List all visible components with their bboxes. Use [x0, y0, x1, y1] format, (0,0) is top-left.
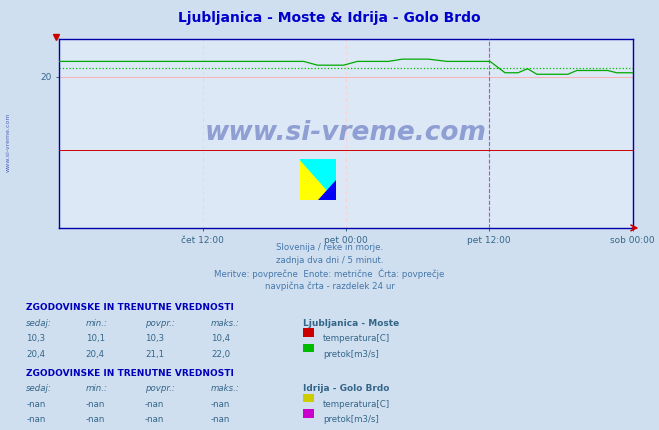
Text: -nan: -nan: [145, 400, 164, 409]
Text: temperatura[C]: temperatura[C]: [323, 400, 390, 409]
Text: min.:: min.:: [86, 319, 107, 328]
Text: 10,3: 10,3: [145, 334, 164, 343]
Text: ZGODOVINSKE IN TRENUTNE VREDNOSTI: ZGODOVINSKE IN TRENUTNE VREDNOSTI: [26, 303, 234, 312]
Text: maks.:: maks.:: [211, 319, 240, 328]
Text: zadnja dva dni / 5 minut.: zadnja dva dni / 5 minut.: [275, 256, 384, 265]
Polygon shape: [300, 159, 336, 200]
Polygon shape: [318, 180, 336, 200]
Text: -nan: -nan: [26, 400, 45, 409]
Text: temperatura[C]: temperatura[C]: [323, 334, 390, 343]
Text: -nan: -nan: [86, 415, 105, 424]
Text: 10,3: 10,3: [26, 334, 45, 343]
Text: 10,1: 10,1: [86, 334, 105, 343]
Text: 21,1: 21,1: [145, 350, 164, 359]
Text: 20,4: 20,4: [26, 350, 45, 359]
Text: Ljubljanica - Moste & Idrija - Golo Brdo: Ljubljanica - Moste & Idrija - Golo Brdo: [178, 11, 481, 25]
Text: 10,4: 10,4: [211, 334, 230, 343]
Text: ZGODOVINSKE IN TRENUTNE VREDNOSTI: ZGODOVINSKE IN TRENUTNE VREDNOSTI: [26, 369, 234, 378]
Text: povpr.:: povpr.:: [145, 384, 175, 393]
Text: www.si-vreme.com: www.si-vreme.com: [6, 112, 11, 172]
Text: pretok[m3/s]: pretok[m3/s]: [323, 350, 379, 359]
Text: 20,4: 20,4: [86, 350, 105, 359]
Text: www.si-vreme.com: www.si-vreme.com: [205, 120, 487, 146]
Text: Meritve: povprečne  Enote: metrične  Črta: povprečje: Meritve: povprečne Enote: metrične Črta:…: [214, 269, 445, 279]
Text: -nan: -nan: [26, 415, 45, 424]
Text: Slovenija / reke in morje.: Slovenija / reke in morje.: [276, 243, 383, 252]
Text: min.:: min.:: [86, 384, 107, 393]
Text: Idrija - Golo Brdo: Idrija - Golo Brdo: [303, 384, 389, 393]
Text: Ljubljanica - Moste: Ljubljanica - Moste: [303, 319, 399, 328]
Text: -nan: -nan: [211, 415, 230, 424]
Text: -nan: -nan: [211, 400, 230, 409]
Text: maks.:: maks.:: [211, 384, 240, 393]
Text: sedaj:: sedaj:: [26, 319, 52, 328]
Text: 22,0: 22,0: [211, 350, 230, 359]
Text: pretok[m3/s]: pretok[m3/s]: [323, 415, 379, 424]
Text: sedaj:: sedaj:: [26, 384, 52, 393]
Text: povpr.:: povpr.:: [145, 319, 175, 328]
Text: -nan: -nan: [86, 400, 105, 409]
Text: -nan: -nan: [145, 415, 164, 424]
Text: navpična črta - razdelek 24 ur: navpična črta - razdelek 24 ur: [264, 282, 395, 291]
